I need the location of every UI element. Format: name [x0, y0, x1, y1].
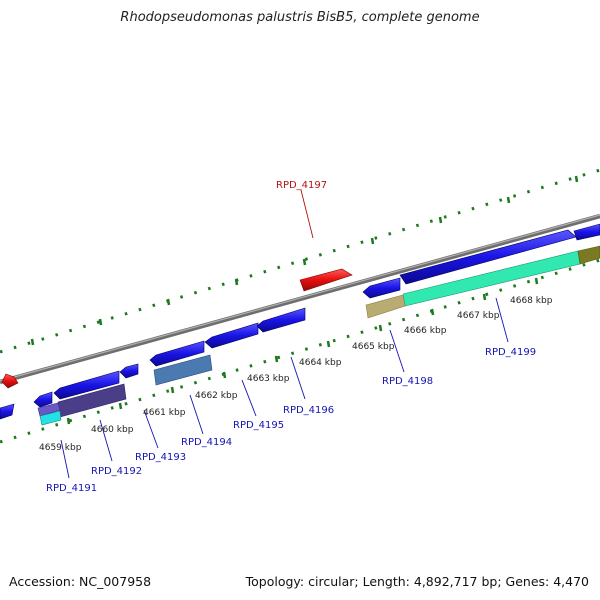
map-title: Rhodopseudomonas palustris BisB5, comple…	[120, 10, 480, 25]
gene-rpd-4197[interactable]	[299, 268, 353, 292]
scale-label: 4660 kbp	[91, 425, 134, 435]
feature-khaki-block[interactable]	[365, 294, 406, 319]
feature-olive-block[interactable]	[577, 245, 600, 265]
gene-label-rpd-4195[interactable]: RPD_4195	[233, 420, 284, 431]
gene-label-leaders	[60, 189, 509, 479]
gene-label-rpd-4194[interactable]: RPD_4194	[181, 437, 232, 448]
genome-backbone	[0, 213, 600, 385]
gene-label-rpd-4198[interactable]: RPD_4198	[382, 376, 433, 387]
inner-major-ticks	[66, 277, 539, 425]
feature-steel-block[interactable]	[153, 354, 213, 386]
outer-major-ticks	[30, 175, 579, 346]
topology-label: Topology: circular; Length: 4,892,717 bp…	[245, 574, 589, 589]
scale-label: 4667 kbp	[457, 311, 500, 321]
gene-rpd-4192[interactable]	[53, 370, 120, 400]
gene-red-left[interactable]	[1, 373, 19, 389]
gene-rpd-4194[interactable]	[149, 340, 205, 367]
gene-right-edge[interactable]	[573, 223, 600, 241]
scale-label: 4668 kbp	[510, 296, 553, 306]
scale-label: 4661 kbp	[143, 408, 186, 418]
gene-label-rpd-4196[interactable]: RPD_4196	[283, 405, 334, 416]
gene-rpd-4191[interactable]	[33, 391, 53, 408]
scale-label: 4665 kbp	[352, 342, 395, 352]
gene-rpd-4195[interactable]	[204, 322, 259, 349]
gene-left-edge[interactable]	[0, 403, 15, 420]
gene-rpd-4196[interactable]	[256, 307, 306, 333]
scale-label: 4663 kbp	[247, 374, 290, 384]
scale-label: 4666 kbp	[404, 326, 447, 336]
scale-label: 4662 kbp	[195, 391, 238, 401]
outer-tick-track	[0, 168, 600, 354]
gene-label-rpd-4199[interactable]: RPD_4199	[485, 347, 536, 358]
scale-label: 4659 kbp	[39, 443, 82, 453]
inner-tick-track	[0, 258, 600, 444]
genome-backbone-highlight	[0, 214, 600, 382]
gene-rpd-4193[interactable]	[119, 363, 139, 379]
gene-label-rpd-4197[interactable]: RPD_4197	[276, 180, 327, 191]
gene-label-rpd-4193[interactable]: RPD_4193	[135, 452, 186, 463]
accession-label: Accession: NC_007958	[9, 574, 152, 589]
gene-rpd-4198[interactable]	[362, 277, 401, 299]
gene-label-rpd-4191[interactable]: RPD_4191	[46, 483, 97, 494]
feature-cyan-block[interactable]	[39, 410, 62, 426]
scale-label: 4664 kbp	[299, 358, 342, 368]
gene-label-rpd-4192[interactable]: RPD_4192	[91, 466, 142, 477]
feature-violet-block[interactable]	[37, 402, 61, 417]
